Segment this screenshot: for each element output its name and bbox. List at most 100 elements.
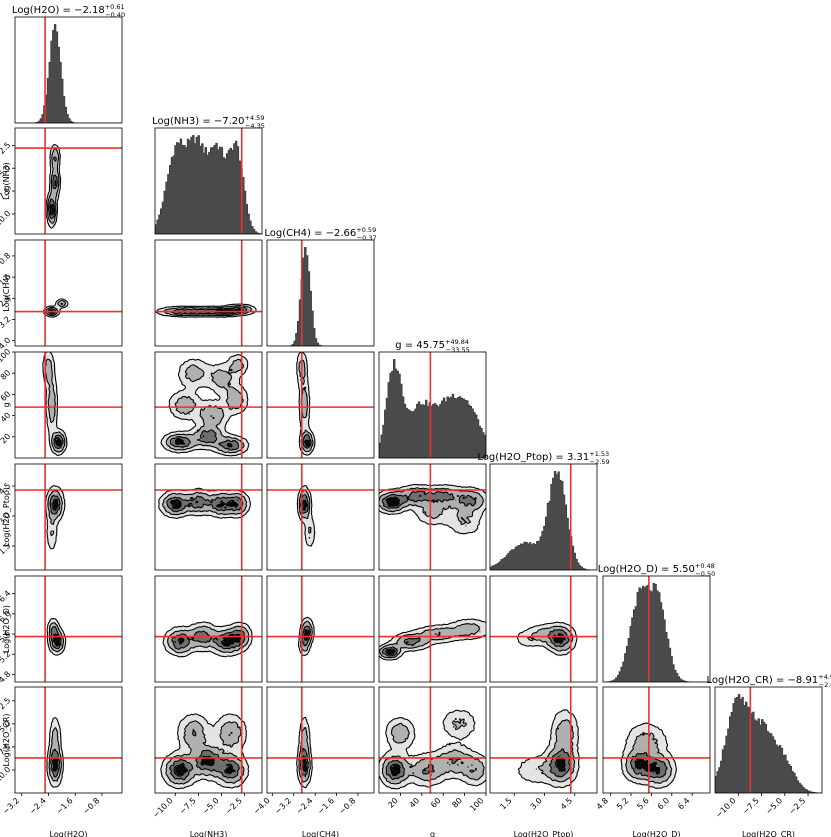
panel-frame (378, 351, 487, 459)
x-tick-label: 80 (450, 796, 464, 810)
panel-frame (266, 686, 375, 794)
joint-panel-d-vs-ptop (489, 575, 598, 683)
joint-panel-ptop-vs-h2o (14, 463, 123, 571)
contour-3 (170, 306, 248, 315)
hist-panel-cr (714, 686, 823, 794)
x-tick-label: −1.6 (316, 796, 336, 816)
x-tick-label: −2.5 (787, 796, 807, 816)
joint-panel-ch4-vs-nh3 (154, 239, 263, 347)
joint-panel-cr-vs-d (602, 686, 711, 794)
joint-panel-d-vs-g (378, 575, 487, 683)
density-level-4 (387, 498, 400, 507)
y-tick-label: 4.8 (0, 669, 12, 684)
x-tick-label: −0.8 (81, 796, 101, 816)
x-tick-label: −4.0 (252, 796, 272, 816)
title-nh3: Log(NH3) = −7.20+4.59 −4.35 (152, 114, 265, 130)
contour-1 (379, 483, 486, 535)
contour-1 (162, 621, 253, 658)
panel-frame (14, 351, 123, 459)
panel-frame (489, 463, 598, 571)
contour-3 (50, 748, 61, 778)
panel-frame (14, 575, 123, 683)
x-tick-label: 6.0 (656, 796, 671, 811)
panel-frame (378, 686, 487, 794)
x-axis-label-ch4: Log(CH4) (302, 830, 339, 837)
hist-panel-h2o (14, 16, 123, 124)
panel-frame (489, 686, 598, 794)
y-tick-label: 80 (0, 368, 12, 382)
hist-panel-d (602, 575, 711, 683)
y-axis-label-cr: Log(H2O_CR) (2, 713, 11, 766)
joint-panel-g-vs-nh3 (154, 351, 263, 459)
panel-frame (266, 239, 375, 347)
x-tick-label: −10.0 (151, 796, 175, 820)
contour-2 (47, 490, 63, 537)
contour-3 (166, 495, 244, 513)
panel-frame (14, 127, 123, 235)
contour-1 (296, 484, 316, 547)
hist-bars-ch4 (267, 247, 374, 346)
contour-1 (379, 709, 486, 790)
hist-bars-ptop (490, 471, 597, 570)
density-level-2 (45, 360, 66, 453)
hist-panel-g (378, 351, 487, 459)
x-tick-label: −7.5 (741, 796, 761, 816)
y-tick-label: 60 (0, 389, 12, 403)
y-axis-label-nh3: Log(NH3) (2, 162, 11, 200)
contour-1 (160, 713, 250, 790)
x-axis-label-d: Log(H2O_D) (632, 830, 680, 837)
x-axis-label-nh3: Log(NH3) (190, 830, 228, 837)
hist-panel-ptop (489, 463, 598, 571)
joint-panel-g-vs-ch4 (266, 351, 375, 459)
title-d: Log(H2O_D) = 5.50+0.48 −0.50 (598, 562, 715, 578)
joint-panel-cr-vs-ptop (489, 686, 598, 794)
x-tick-label: −2.4 (294, 796, 314, 816)
contour-4 (49, 179, 57, 216)
hist-panel-ch4 (266, 239, 375, 347)
x-tick-label: −5.0 (764, 796, 784, 816)
x-tick-label: −7.5 (178, 796, 198, 816)
y-axis-label-d: Log(H2O_D) (2, 605, 11, 653)
contour-4 (304, 439, 311, 447)
contour-2 (48, 727, 62, 782)
x-tick-label: 20 (386, 796, 400, 810)
contour-4 (385, 495, 422, 507)
contour-1 (45, 144, 62, 229)
panel-frame (266, 351, 375, 459)
contour-4 (389, 763, 401, 777)
contour-4 (385, 648, 396, 655)
contour-1 (44, 485, 66, 550)
title-cr: Log(H2O_CR) = −8.91+4.91−2.88 (706, 673, 831, 689)
y-tick-label: −2.5 (0, 140, 12, 160)
contour-3 (629, 751, 668, 779)
hist-bars-g (379, 359, 486, 458)
x-tick-label: −2.4 (28, 796, 48, 816)
x-tick-label: −2.5 (224, 796, 244, 816)
panel-frame (489, 575, 598, 683)
x-tick-label: 40 (408, 796, 422, 810)
x-tick-label: −3.2 (273, 796, 293, 816)
y-tick-label: −10.0 (0, 765, 12, 789)
contour-3 (169, 728, 240, 781)
x-axis-label-g: g (430, 830, 435, 837)
x-tick-label: 100 (468, 796, 485, 813)
joint-panel-cr-vs-h2o (14, 686, 123, 794)
joint-panel-d-vs-h2o (14, 575, 123, 683)
density-level-3 (169, 731, 241, 780)
panel-frame (14, 16, 123, 124)
panel-frame (154, 351, 263, 459)
x-tick-label: 4.8 (595, 796, 610, 811)
contour-3 (49, 494, 61, 515)
joint-panel-d-vs-nh3 (154, 575, 263, 683)
contour-4 (175, 435, 233, 448)
panel-frame (154, 239, 263, 347)
contour-4 (170, 498, 239, 510)
joint-panel-cr-vs-g (378, 686, 487, 794)
joint-panel-ptop-vs-g (378, 463, 487, 571)
contour-1 (379, 618, 486, 661)
panel-frame (154, 463, 263, 571)
y-tick-label: −0.8 (0, 251, 12, 271)
y-tick-label: 20 (0, 432, 12, 446)
contour-3 (53, 434, 64, 449)
y-axis-label-g: g (2, 402, 11, 407)
